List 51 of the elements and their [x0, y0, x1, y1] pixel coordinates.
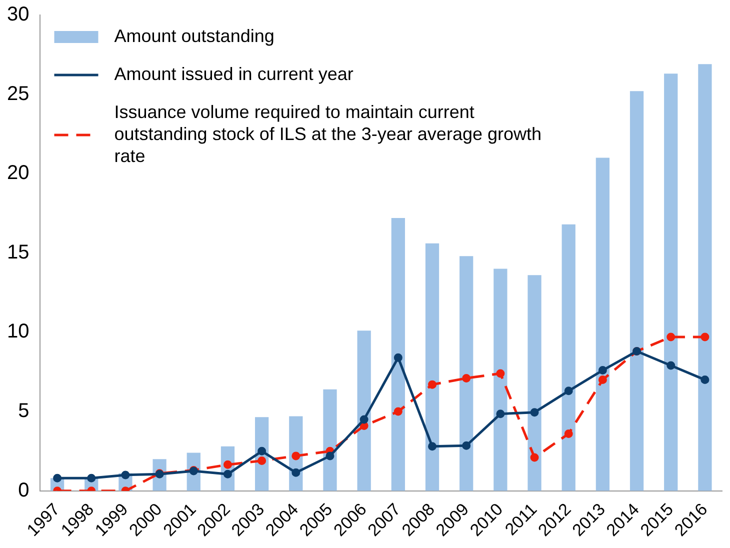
point	[121, 470, 130, 480]
legend-label: Amount outstanding	[114, 26, 274, 46]
y-tick-label: 10	[6, 320, 30, 343]
point	[598, 376, 607, 384]
point	[87, 474, 96, 482]
y-tick-label: 30	[6, 4, 30, 26]
bar	[391, 218, 405, 491]
point	[530, 408, 539, 417]
point	[666, 332, 676, 342]
legend-label: Issuance volume required to maintain current outstanding stock of ILS at the 3-year average growth rate	[114, 102, 542, 166]
bar	[357, 330, 371, 491]
point	[394, 407, 402, 416]
bar	[528, 275, 542, 491]
point	[462, 441, 471, 450]
y-tick-label: 25	[6, 82, 30, 105]
bar	[460, 256, 474, 491]
point	[428, 442, 437, 451]
point	[564, 386, 573, 396]
point	[394, 353, 402, 362]
point	[700, 332, 710, 342]
bar	[562, 224, 576, 491]
point	[53, 474, 62, 482]
point	[258, 446, 266, 456]
point	[428, 380, 437, 389]
point	[700, 376, 710, 384]
point	[360, 415, 368, 424]
bar	[664, 74, 678, 491]
y-tick-label: 15	[6, 241, 30, 264]
bar	[323, 389, 337, 491]
point	[223, 460, 232, 469]
bar	[596, 158, 610, 491]
bar	[630, 91, 644, 491]
point	[292, 468, 300, 477]
point	[462, 374, 471, 382]
bar	[425, 243, 440, 491]
point	[258, 456, 266, 465]
bar	[698, 64, 712, 491]
y-tick-label: 0	[18, 479, 30, 502]
point	[564, 429, 573, 438]
point	[496, 369, 505, 378]
point	[326, 452, 334, 460]
point	[496, 410, 505, 418]
point	[530, 453, 539, 462]
y-tick-label: 5	[18, 400, 30, 422]
point	[666, 361, 676, 370]
point	[598, 366, 607, 375]
bar	[494, 268, 508, 491]
point	[223, 470, 232, 478]
y-tick-label: 20	[6, 162, 30, 184]
legend-label: Amount issued in current year	[114, 64, 354, 84]
point	[292, 452, 300, 460]
